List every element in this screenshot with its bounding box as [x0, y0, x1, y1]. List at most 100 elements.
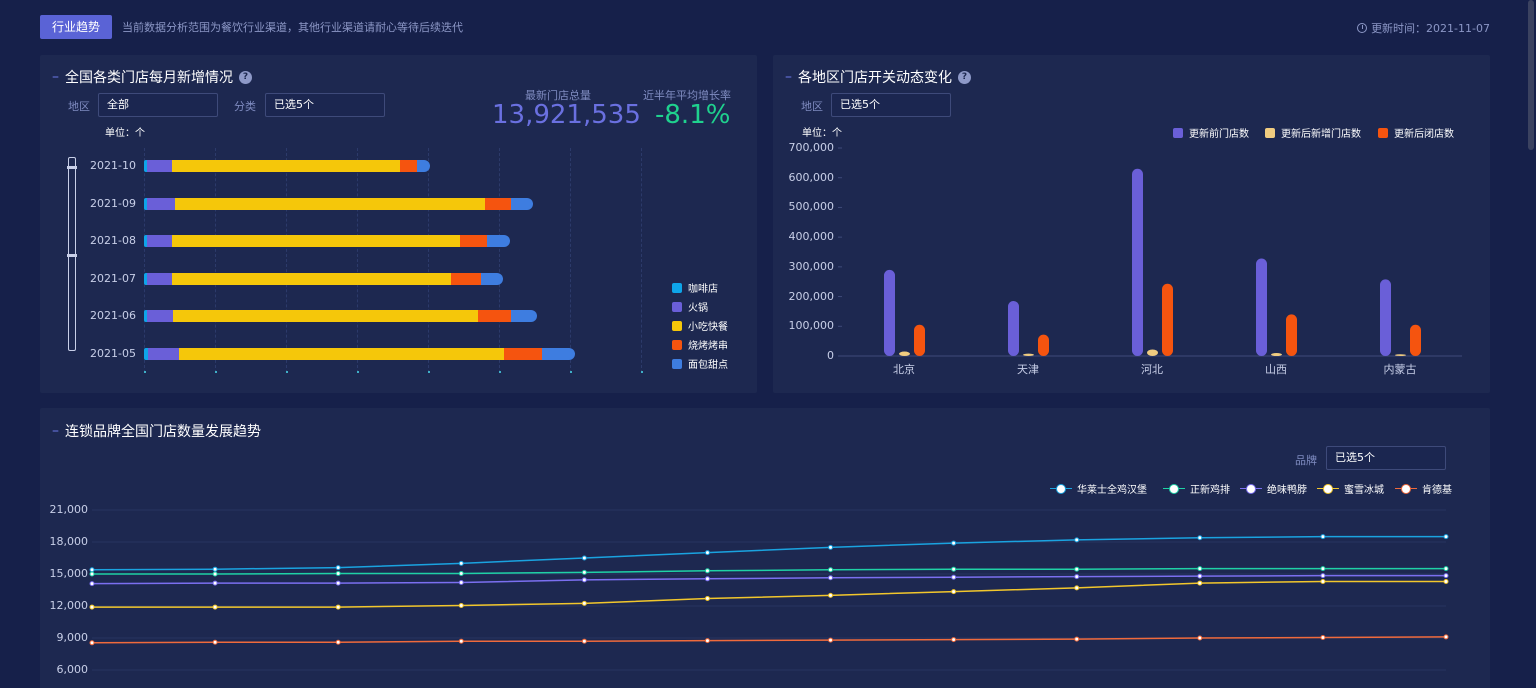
data-point[interactable]: [89, 640, 95, 646]
bar[interactable]: [1023, 353, 1034, 356]
stacked-bar[interactable]: [144, 235, 510, 247]
data-point[interactable]: [828, 575, 834, 581]
bar[interactable]: [1038, 334, 1049, 356]
legend-item[interactable]: 更新前门店数: [1173, 125, 1249, 140]
legend-item[interactable]: 绝味鸭脖: [1240, 481, 1307, 496]
data-point[interactable]: [212, 580, 218, 586]
data-point[interactable]: [1443, 634, 1449, 640]
bar-segment[interactable]: [450, 272, 481, 285]
data-point[interactable]: [212, 571, 218, 577]
brand-select[interactable]: 已选5个: [1326, 446, 1446, 470]
bar-segment[interactable]: [416, 160, 430, 172]
page-scrollbar[interactable]: [1528, 0, 1534, 150]
stacked-bar[interactable]: [144, 160, 430, 172]
data-point[interactable]: [704, 638, 710, 644]
data-point[interactable]: [1320, 573, 1326, 579]
bar-segment[interactable]: [146, 272, 172, 285]
stacked-bar[interactable]: [144, 197, 534, 210]
bar-segment[interactable]: [146, 160, 172, 172]
bar-segment[interactable]: [147, 347, 180, 360]
data-point[interactable]: [89, 604, 95, 610]
data-point[interactable]: [335, 639, 341, 645]
data-point[interactable]: [1074, 636, 1080, 642]
data-point[interactable]: [1074, 585, 1080, 591]
data-point[interactable]: [581, 569, 587, 575]
bar[interactable]: [1147, 349, 1158, 356]
bar-segment[interactable]: [510, 310, 538, 322]
data-point[interactable]: [458, 580, 464, 586]
bar[interactable]: [1271, 353, 1282, 356]
legend-item[interactable]: 正新鸡排: [1163, 481, 1230, 496]
data-point[interactable]: [1074, 537, 1080, 543]
data-point[interactable]: [458, 638, 464, 644]
bar[interactable]: [1132, 168, 1143, 356]
bar-segment[interactable]: [172, 310, 479, 322]
series-line[interactable]: [92, 567, 1446, 575]
data-point[interactable]: [1074, 574, 1080, 580]
bar-segment[interactable]: [459, 235, 488, 247]
help-icon[interactable]: ?: [958, 70, 971, 84]
data-point[interactable]: [335, 570, 341, 576]
bar-segment[interactable]: [504, 347, 543, 360]
data-point[interactable]: [704, 596, 710, 602]
data-point[interactable]: [1320, 566, 1326, 572]
slider-handle-middle[interactable]: [67, 254, 77, 257]
data-point[interactable]: [704, 576, 710, 582]
data-point[interactable]: [581, 600, 587, 606]
data-point[interactable]: [212, 566, 218, 572]
legend-item[interactable]: 肯德基: [1395, 481, 1452, 496]
legend-item[interactable]: 烧烤烤串: [672, 337, 728, 352]
data-point[interactable]: [89, 581, 95, 587]
data-point[interactable]: [951, 566, 957, 572]
bar-segment[interactable]: [480, 272, 504, 285]
data-point[interactable]: [1320, 578, 1326, 584]
data-point[interactable]: [828, 544, 834, 550]
bar-segment[interactable]: [542, 347, 576, 360]
bar[interactable]: [1286, 314, 1297, 356]
series-line[interactable]: [91, 574, 1446, 585]
bar[interactable]: [899, 351, 910, 356]
region-select[interactable]: 已选5个: [831, 93, 951, 117]
data-point[interactable]: [1443, 566, 1449, 572]
bar-segment[interactable]: [478, 310, 511, 322]
legend-item[interactable]: 咖啡店: [672, 280, 718, 295]
legend-item[interactable]: 蜜雪冰城: [1317, 481, 1384, 496]
bar[interactable]: [1008, 301, 1019, 356]
data-point[interactable]: [1443, 534, 1449, 540]
bar-segment[interactable]: [144, 272, 147, 285]
stacked-bar[interactable]: [144, 310, 538, 322]
data-point[interactable]: [1320, 634, 1326, 640]
bar[interactable]: [1410, 324, 1421, 356]
bar[interactable]: [1256, 258, 1267, 356]
bar-segment[interactable]: [146, 235, 172, 247]
bar-segment[interactable]: [175, 197, 485, 210]
bar-segment[interactable]: [487, 235, 510, 247]
data-point[interactable]: [1443, 578, 1449, 584]
data-point[interactable]: [458, 560, 464, 566]
bar[interactable]: [1162, 283, 1173, 356]
zoom-slider[interactable]: [67, 157, 77, 351]
legend-item[interactable]: 华莱士全鸡汉堡: [1050, 481, 1147, 496]
series-line[interactable]: [92, 580, 1446, 608]
data-point[interactable]: [89, 567, 95, 573]
data-point[interactable]: [581, 555, 587, 561]
help-icon[interactable]: ?: [239, 70, 252, 84]
data-point[interactable]: [1320, 534, 1326, 540]
data-point[interactable]: [1197, 580, 1203, 586]
data-point[interactable]: [89, 571, 95, 577]
legend-item[interactable]: 面包甜点: [672, 356, 728, 371]
bar[interactable]: [1380, 279, 1391, 356]
industry-trend-tag[interactable]: 行业趋势: [40, 15, 112, 39]
data-point[interactable]: [1197, 573, 1203, 579]
data-point[interactable]: [704, 568, 710, 574]
stacked-bar[interactable]: [144, 272, 504, 285]
data-point[interactable]: [335, 580, 341, 586]
data-point[interactable]: [951, 589, 957, 595]
bar-segment[interactable]: [144, 160, 147, 172]
data-point[interactable]: [951, 540, 957, 546]
data-point[interactable]: [335, 565, 341, 571]
bar-segment[interactable]: [146, 197, 176, 210]
bar[interactable]: [914, 324, 925, 356]
bar-segment[interactable]: [510, 197, 534, 210]
bar-segment[interactable]: [484, 197, 511, 210]
